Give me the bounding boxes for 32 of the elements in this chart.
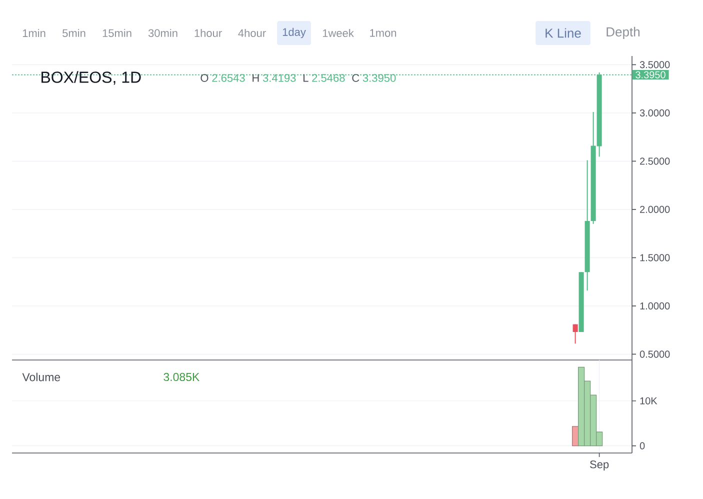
x-tick-label: Sep — [590, 460, 609, 470]
bar — [572, 426, 579, 446]
text: 1min — [22, 29, 46, 37]
text: C — [352, 74, 360, 82]
text: H — [252, 74, 259, 82]
y-tick-label: 0.5000 — [640, 350, 670, 358]
y-tick-label: 1.5000 — [640, 254, 670, 262]
text: L — [303, 74, 308, 82]
y-tick-label: 3.5000 — [640, 61, 670, 68]
text: 1hour — [194, 28, 222, 38]
text: 30min — [148, 28, 178, 38]
y-tick-label: 2.0000 — [640, 206, 670, 213]
y-tick-label: 2.5000 — [640, 158, 670, 165]
text: Depth — [606, 26, 640, 40]
candlestick — [572, 324, 578, 344]
y-tick-label: 0 — [640, 442, 645, 450]
y-tick-label: 1.0000 — [640, 302, 670, 310]
text: 1mon — [370, 29, 396, 37]
text: 3.4193 — [262, 74, 296, 82]
text: O — [200, 74, 208, 82]
y-tick-label: 3.0000 — [640, 109, 670, 116]
text: 1day — [282, 28, 306, 38]
text: 4hour — [238, 28, 266, 38]
text: K Line — [546, 28, 581, 38]
text: 15min — [102, 28, 132, 38]
ref-line-label: 3.3950 — [636, 71, 666, 78]
y-tick-label: 10K — [640, 397, 658, 404]
text: BOX/EOS, 1D — [42, 71, 141, 85]
text: 1week — [322, 28, 354, 38]
text: 3.085K — [164, 372, 200, 382]
text: Volume — [22, 372, 60, 382]
text: 5min — [62, 28, 86, 38]
